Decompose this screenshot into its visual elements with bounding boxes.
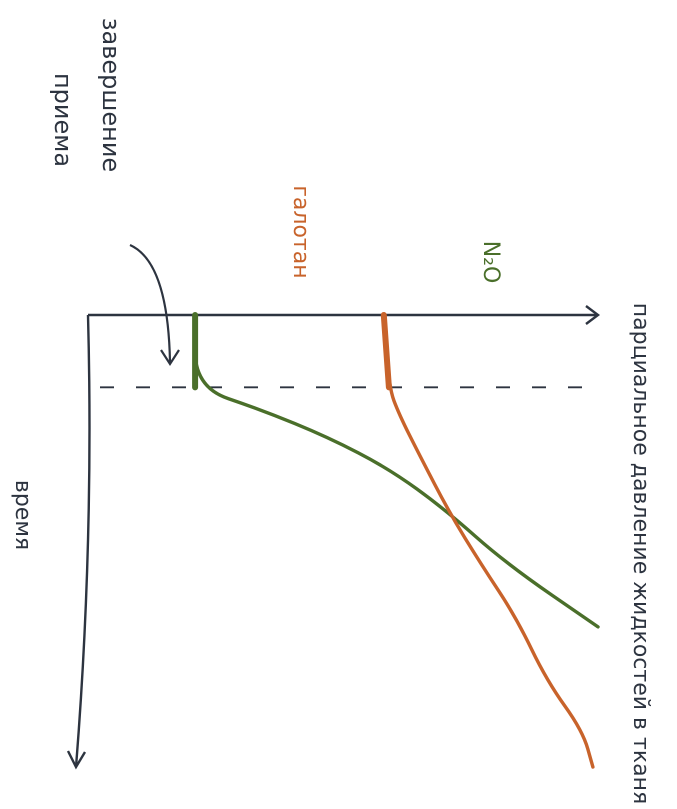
y-axis-label: парциальное давление жидкостей в тканях <box>628 303 653 805</box>
annotation-line-2: приема <box>49 73 77 167</box>
time-axis <box>74 314 91 768</box>
series-group <box>192 312 600 769</box>
series-line-n2o <box>193 313 600 629</box>
x-axis-label: время <box>10 480 35 550</box>
annotation-line-1: завершение <box>97 18 125 172</box>
series-line-halothane <box>382 313 595 769</box>
annotation-arrow <box>129 243 172 363</box>
axes <box>66 305 600 770</box>
series-plateau-halothane <box>380 312 392 391</box>
labels: парциальное давление жидкостей в тканях в… <box>10 18 653 809</box>
time-axis-arrow <box>66 750 87 770</box>
series-label-n2o: N₂O <box>478 241 503 284</box>
pressure-axis-arrow <box>585 305 600 325</box>
series-label-halothane: галотан <box>288 185 313 278</box>
annotation-arrowhead <box>160 349 180 367</box>
